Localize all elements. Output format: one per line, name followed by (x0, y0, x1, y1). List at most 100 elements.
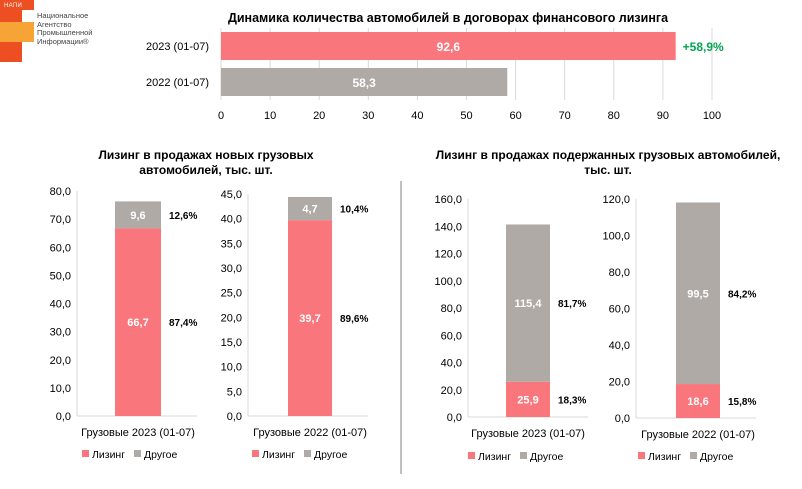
y-tick-label: 80,0 (50, 186, 71, 198)
y-tick-label: 30,0 (221, 263, 242, 275)
group-title: Лизинг в продажах подержанных грузовых а… (436, 148, 781, 162)
y-tick-label: 40,0 (609, 340, 630, 352)
x-tick-label: 50 (460, 110, 472, 122)
segment-value-label: 4,7 (302, 204, 317, 216)
logo-name: Национальное Агентство Промышленной Инфо… (37, 11, 93, 46)
x-tick-label: 10 (264, 110, 276, 122)
legend-label-other: Другое (314, 449, 348, 461)
x-tick-label: 40 (411, 110, 423, 122)
y-tick-label: 30,0 (50, 327, 71, 339)
legend-label-leasing: Лизинг (262, 449, 295, 461)
group-title: Лизинг в продажах новых грузовых (99, 148, 314, 162)
y-tick-label: 120,0 (434, 249, 462, 261)
category-label: 2022 (01-07) (146, 77, 209, 89)
y-tick-label: 80,0 (441, 303, 462, 315)
bar-value-label: 58,3 (352, 76, 376, 90)
legend-swatch-leasing (252, 450, 259, 457)
segment-value-label: 115,4 (515, 298, 543, 310)
segment-value-label: 39,7 (299, 313, 320, 325)
legend-swatch-leasing (82, 450, 89, 457)
y-tick-label: 100,0 (602, 231, 630, 243)
x-tick-label: 90 (657, 110, 669, 122)
y-tick-label: 10,0 (221, 362, 242, 374)
y-tick-label: 60,0 (441, 330, 462, 342)
y-tick-label: 20,0 (50, 355, 71, 367)
y-tick-label: 20,0 (221, 312, 242, 324)
logo-line: Информации® (37, 36, 89, 46)
segment-value-label: 18,6 (687, 396, 708, 408)
segment-share-label: 15,8% (728, 397, 756, 408)
legend-swatch-other (304, 450, 311, 457)
legend-swatch-other (134, 450, 141, 457)
y-tick-label: 120,0 (602, 194, 630, 206)
legend-label-leasing: Лизинг (92, 449, 125, 461)
bar-segment-other (506, 224, 550, 382)
y-tick-label: 140,0 (434, 221, 462, 233)
bar (221, 32, 676, 60)
bar-segment-leasing (115, 228, 161, 416)
y-tick-label: 60,0 (50, 242, 71, 254)
segment-share-label: 89,6% (340, 314, 368, 325)
y-tick-label: 0,0 (227, 411, 242, 423)
segment-share-label: 18,3% (558, 395, 586, 406)
legend-swatch-other (690, 452, 697, 459)
logo-abbreviation: НАПИ (4, 3, 23, 9)
y-tick-label: 20,0 (441, 385, 462, 397)
x-tick-label: 70 (559, 110, 571, 122)
logo-line: Агентство (37, 19, 72, 29)
y-tick-label: 80,0 (609, 267, 630, 279)
segment-share-label: 84,2% (728, 289, 756, 300)
segment-value-label: 66,7 (127, 317, 148, 329)
category-label: 2023 (01-07) (146, 41, 209, 53)
y-tick-label: 40,0 (441, 358, 462, 370)
segment-value-label: 25,9 (517, 394, 538, 406)
category-label: Грузовые 2022 (01-07) (253, 427, 367, 439)
y-tick-label: 70,0 (50, 214, 71, 226)
x-tick-label: 80 (608, 110, 620, 122)
legend-label-other: Другое (530, 451, 564, 463)
napi-logo: НАПИ Национальное Агентство Промышленной… (0, 0, 100, 62)
segment-share-label: 10,4% (340, 205, 368, 216)
y-tick-label: 0,0 (56, 411, 71, 423)
x-tick-label: 100 (703, 110, 721, 122)
group-title: тыс. шт. (584, 163, 632, 177)
category-label: Грузовые 2023 (01-07) (81, 427, 195, 439)
bar-segment-leasing (676, 384, 720, 418)
legend-swatch-other (520, 452, 527, 459)
bar-segment-other (676, 202, 720, 385)
group-title: автомобилей, тыс. шт. (139, 163, 272, 177)
y-tick-label: 20,0 (609, 377, 630, 389)
legend-label-other: Другое (144, 449, 178, 461)
y-tick-label: 50,0 (50, 270, 71, 282)
logo-line: Национальное (37, 11, 89, 20)
chart-title: Динамика количества автомобилей в догово… (228, 11, 669, 25)
bar-segment-leasing (288, 220, 332, 416)
bar-value-label: 92,6 (437, 40, 461, 54)
legend-label-leasing: Лизинг (478, 451, 511, 463)
x-tick-label: 0 (218, 110, 224, 122)
y-tick-label: 15,0 (221, 337, 242, 349)
growth-annotation: +58,9% (683, 40, 724, 54)
segment-value-label: 99,5 (687, 288, 708, 300)
y-tick-label: 45,0 (221, 189, 242, 201)
legend-label-leasing: Лизинг (648, 451, 681, 463)
bar-segment-other (288, 196, 332, 221)
y-tick-label: 60,0 (609, 304, 630, 316)
category-label: Грузовые 2022 (01-07) (641, 429, 755, 441)
y-tick-label: 35,0 (221, 238, 242, 250)
segment-share-label: 81,7% (558, 299, 586, 310)
segment-share-label: 87,4% (169, 318, 197, 329)
legend-swatch-leasing (468, 452, 475, 459)
x-tick-label: 30 (362, 110, 374, 122)
segment-value-label: 9,6 (130, 210, 145, 222)
y-tick-label: 5,0 (227, 386, 242, 398)
bar-segment-leasing (506, 381, 550, 417)
bar-segment-other (115, 201, 161, 229)
y-tick-label: 40,0 (221, 214, 242, 226)
y-tick-label: 10,0 (50, 383, 71, 395)
x-tick-label: 60 (509, 110, 521, 122)
y-tick-label: 0,0 (615, 413, 630, 425)
logo-line: Промышленной (37, 28, 93, 37)
y-tick-label: 25,0 (221, 288, 242, 300)
